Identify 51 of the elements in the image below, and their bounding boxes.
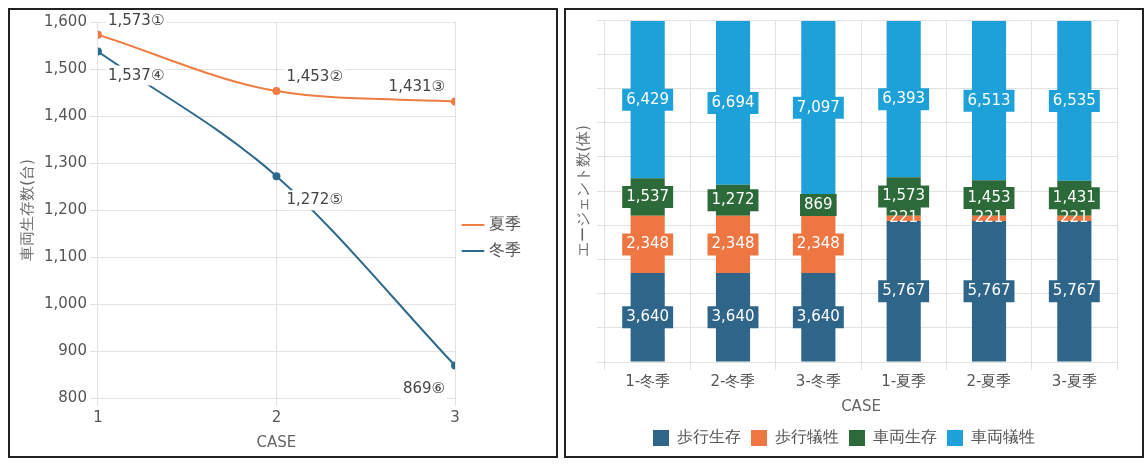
- y-tick-label: 1,400: [43, 105, 87, 124]
- data-label: 869⑥: [402, 379, 445, 398]
- y-tick-label: 900: [58, 340, 87, 359]
- x-tick-label: 2: [271, 407, 282, 426]
- x-tick-label: 1-冬季: [625, 371, 671, 390]
- y-tick-label: 1,000: [43, 293, 87, 312]
- data-label: 6,513: [967, 90, 1011, 109]
- x-tick-label: 1-夏季: [881, 371, 927, 390]
- data-label: 5,767: [1052, 281, 1096, 300]
- y-axis-title: 車両生存数(台): [17, 159, 36, 261]
- data-label: 6,535: [1052, 90, 1096, 109]
- y-axis-title: エージェント数(体): [573, 125, 592, 257]
- data-label: 2,348: [796, 234, 840, 253]
- data-label: 7,097: [796, 97, 840, 116]
- legend-label: 歩行犠牲: [775, 427, 839, 447]
- data-label: 869: [804, 195, 833, 213]
- data-label: 1,431③: [388, 77, 445, 96]
- data-label: 2,348: [626, 234, 670, 253]
- data-label: 1,537④: [107, 65, 165, 84]
- legend-label: 車両生存: [873, 427, 937, 447]
- x-tick-label: 3: [450, 407, 460, 426]
- data-label: 6,694: [711, 92, 755, 111]
- x-axis-title: CASE: [256, 432, 297, 451]
- legend-label: 冬季: [489, 240, 521, 260]
- data-label: 3,640: [626, 307, 670, 326]
- data-label: 1,573①: [107, 10, 165, 29]
- legend-label: 歩行生存: [677, 427, 741, 447]
- data-label: 3,640: [711, 307, 755, 326]
- x-tick-label: 1: [93, 407, 103, 426]
- y-tick-label: 1,100: [43, 246, 87, 265]
- y-tick-label: 800: [58, 387, 87, 406]
- x-tick-label: 3-夏季: [1051, 371, 1097, 390]
- data-label: 1,272⑤: [286, 190, 343, 209]
- x-tick-label: 2-冬季: [710, 371, 756, 390]
- data-label: 1,573: [882, 186, 926, 205]
- data-label: 5,767: [967, 281, 1011, 300]
- legend-label: 夏季: [489, 214, 521, 234]
- y-tick-label: 1,500: [43, 58, 87, 77]
- data-label: 5,767: [882, 281, 926, 300]
- y-tick-label: 1,600: [43, 11, 87, 30]
- data-label: 3,640: [796, 307, 840, 326]
- legend-label: 車両犠牲: [971, 427, 1035, 447]
- data-label: 1,453②: [286, 66, 343, 85]
- data-label: 6,429: [626, 89, 670, 108]
- y-tick-label: 1,300: [43, 152, 87, 171]
- x-tick-label: 2-夏季: [966, 371, 1012, 390]
- x-axis-title: CASE: [841, 396, 881, 415]
- data-label: 6,393: [882, 89, 926, 108]
- x-tick-label: 3-冬季: [795, 371, 841, 390]
- y-tick-label: 1,200: [43, 199, 87, 218]
- data-label: 2,348: [711, 234, 755, 253]
